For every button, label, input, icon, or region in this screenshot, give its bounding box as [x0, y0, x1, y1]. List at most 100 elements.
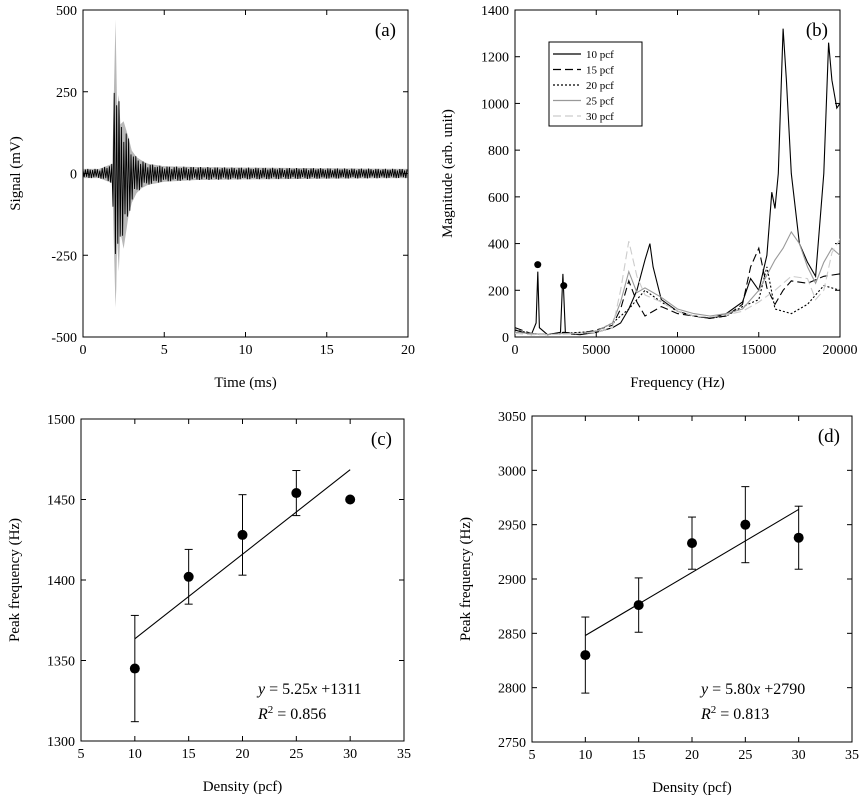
- panel-label: (a): [375, 20, 396, 41]
- x-tick-label: 15: [632, 748, 646, 763]
- y-axis-label: Magnitude (arb. unit): [440, 109, 456, 238]
- y-tick-label: 1400: [481, 4, 509, 19]
- x-tick-label: 35: [845, 748, 859, 763]
- plot-data: [580, 486, 804, 694]
- r-var: R: [257, 706, 268, 723]
- y-axis-label: Signal (mV): [8, 136, 24, 211]
- x-tick-label: 5: [529, 748, 536, 763]
- y-tick-label: 2950: [498, 519, 526, 534]
- x-tick-label: 10: [578, 748, 592, 763]
- x-tick-label: 20: [236, 747, 250, 762]
- legend-box: [548, 41, 643, 127]
- x-tick-label: 10: [239, 343, 253, 358]
- data-point: [129, 663, 140, 674]
- spectrum-series-25-pcf: [515, 230, 840, 336]
- y-tick-label: 800: [488, 144, 509, 159]
- x-tick-label: 0: [512, 343, 519, 358]
- y-tick-label: -250: [51, 249, 77, 264]
- y-tick-label: 0: [70, 168, 77, 183]
- data-point: [740, 519, 751, 530]
- y-tick-label: 1400: [47, 574, 75, 589]
- data-point: [633, 600, 644, 611]
- x-tick-label: 15: [320, 343, 334, 358]
- peak-marker: [560, 282, 568, 290]
- data-point: [793, 532, 804, 543]
- x-axis-label: Frequency (Hz): [630, 375, 725, 391]
- y-tick-label: 3000: [498, 464, 526, 479]
- y-tick-label: 1300: [47, 735, 75, 750]
- y-tick-label: 500: [56, 4, 77, 19]
- plot-data: [515, 28, 840, 336]
- legend-label: 25 pcf: [586, 96, 614, 108]
- data-point: [183, 571, 194, 582]
- eq-intercept: +1311: [317, 681, 361, 698]
- peak-marker: [534, 261, 542, 269]
- x-tick-label: 30: [792, 748, 806, 763]
- x-tick-label: 0: [80, 343, 87, 358]
- data-point: [580, 650, 591, 661]
- chart-panel-a: 0 5 10 15 20 -500 -250 0 250 500 Time (ms) Signal (…: [8, 4, 415, 391]
- x-tick-label: 5000: [582, 343, 610, 358]
- x-tick-label: 20: [685, 748, 699, 763]
- y-tick-label: 250: [56, 86, 77, 101]
- x-axis-label: Density (pcf): [203, 779, 283, 795]
- eq-x-var: x: [309, 681, 317, 698]
- r-var: R: [700, 706, 711, 723]
- fit-equation: y = 5.25x +1311: [256, 681, 362, 698]
- chart-panel-d: 5 10 15 20 25 30 35 2750 2800 2850 2900 2950 3000 305…: [458, 410, 859, 796]
- legend-label: 10 pcf: [586, 49, 614, 61]
- eq-x-var: x: [752, 681, 760, 698]
- data-point: [291, 488, 302, 499]
- x-tick-label: 20: [401, 343, 415, 358]
- x-tick-label: 15000: [741, 343, 776, 358]
- y-tick-label: 1350: [47, 655, 75, 670]
- x-tick-label: 35: [397, 747, 411, 762]
- fit-equation: y = 5.80x +2790: [699, 681, 805, 698]
- x-tick-label: 15: [182, 747, 196, 762]
- y-tick-label: 200: [488, 284, 509, 299]
- legend-label: 20 pcf: [586, 80, 614, 92]
- signal-envelope: [83, 19, 408, 308]
- legend-label: 30 pcf: [586, 111, 614, 123]
- x-tick-label: 25: [289, 747, 303, 762]
- plot-data: [83, 19, 408, 308]
- eq-intercept: +2790: [760, 681, 805, 698]
- chart-panel-c: 5 10 15 20 25 30 35 1300 1350 1400 1450 1500 Density…: [7, 413, 411, 795]
- x-axis-label: Density (pcf): [652, 780, 732, 796]
- fit-r-squared: R2 = 0.856: [257, 704, 326, 723]
- r-value: = 0.813: [716, 706, 769, 723]
- eq-slope: = 5.80: [708, 681, 753, 698]
- data-point: [687, 538, 697, 549]
- x-tick-label: 25: [738, 748, 752, 763]
- data-point: [237, 529, 248, 540]
- fit-r-squared: R2 = 0.813: [700, 704, 769, 723]
- spectrum-series-15-pcf: [515, 246, 840, 336]
- x-tick-label: 5: [78, 747, 85, 762]
- x-tick-label: 5: [161, 343, 168, 358]
- y-tick-label: 0: [502, 331, 509, 346]
- x-tick-label: 20000: [823, 343, 858, 358]
- data-point: [345, 494, 356, 505]
- x-tick-label: 10: [128, 747, 142, 762]
- chart-panel-b: 0 5000 10000 15000 20000 0 200 400 600 800 1000 120…: [440, 4, 858, 391]
- eq-slope: = 5.25: [265, 681, 310, 698]
- spectrum-series-30-pcf: [515, 238, 840, 336]
- eq-y-var: y: [699, 681, 709, 698]
- y-tick-label: 1500: [47, 413, 75, 428]
- legend-label: 15 pcf: [586, 65, 614, 77]
- y-tick-label: 2750: [498, 736, 526, 751]
- y-tick-label: -500: [51, 331, 77, 346]
- y-tick-label: 600: [488, 191, 509, 206]
- r-exp: 2: [711, 704, 717, 716]
- panel-label: (c): [371, 429, 392, 450]
- y-tick-label: 400: [488, 238, 509, 253]
- legend: 10 pcf 15 pcf 20 pcf 25 pcf 30 pcf: [548, 41, 643, 127]
- x-axis-label: Time (ms): [214, 375, 276, 391]
- x-tick-label: 10000: [660, 343, 695, 358]
- y-tick-label: 1450: [47, 494, 75, 509]
- fit-line: [585, 508, 799, 636]
- y-axis-label: Peak frequency (Hz): [458, 517, 474, 641]
- x-tick-label: 30: [343, 747, 357, 762]
- plot-data: [129, 469, 356, 723]
